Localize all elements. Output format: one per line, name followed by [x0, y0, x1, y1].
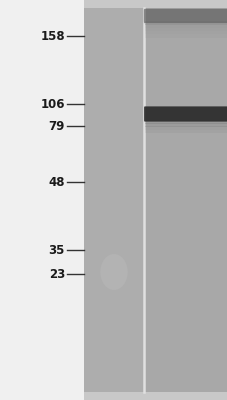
FancyBboxPatch shape	[143, 106, 227, 122]
Text: 106: 106	[40, 98, 65, 110]
Bar	[84, 8, 227, 392]
Bar	[0, 0, 84, 400]
FancyBboxPatch shape	[143, 9, 227, 23]
Bar	[144, 123, 226, 127]
Ellipse shape	[100, 254, 127, 290]
Text: 79: 79	[48, 120, 65, 132]
Bar	[144, 21, 226, 25]
Text: 158: 158	[40, 30, 65, 42]
Bar	[84, 8, 143, 392]
Bar	[144, 24, 226, 28]
Bar	[144, 130, 226, 133]
Text: 35: 35	[48, 244, 65, 256]
Bar	[144, 120, 226, 124]
Bar	[144, 31, 226, 34]
Bar	[143, 8, 227, 392]
Text: 48: 48	[48, 176, 65, 188]
Bar	[144, 126, 226, 130]
Bar	[144, 28, 226, 31]
Text: 23: 23	[49, 268, 65, 280]
Bar	[144, 34, 226, 38]
